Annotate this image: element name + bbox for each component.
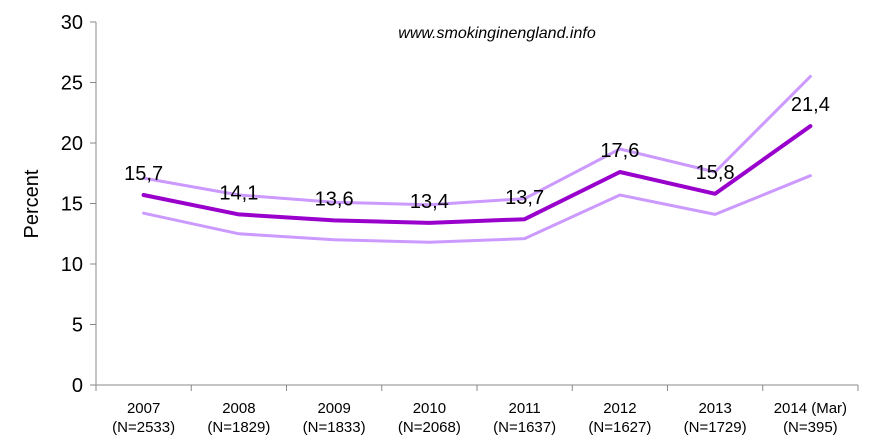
x-tick-label: 2007 xyxy=(127,400,160,417)
x-tick-label: 2011 xyxy=(508,400,540,417)
data-label: 13,4 xyxy=(410,191,449,213)
data-label: 17,6 xyxy=(600,140,639,162)
y-tick-label: 30 xyxy=(61,12,83,34)
data-label: 21,4 xyxy=(791,94,830,116)
x-tick-label: 2010 xyxy=(413,400,446,417)
x-tick-label: 2013 xyxy=(698,400,731,417)
y-tick-label: 10 xyxy=(61,254,83,276)
data-label: 14,1 xyxy=(219,182,258,204)
x-tick-label: 2012 xyxy=(603,400,636,417)
y-tick-label: 25 xyxy=(61,73,83,95)
x-tick-sample-size: (N=395) xyxy=(783,419,838,436)
upper-series-line xyxy=(142,74,812,207)
data-label: 15,7 xyxy=(124,163,163,185)
y-tick-label: 5 xyxy=(72,315,83,337)
x-tick-label: 2008 xyxy=(222,400,255,417)
data-label: 13,6 xyxy=(315,188,354,210)
x-tick-sample-size: (N=2068) xyxy=(398,419,461,436)
y-tick-label: 15 xyxy=(61,194,83,216)
lower-series-line xyxy=(142,174,812,244)
data-label: 13,7 xyxy=(505,187,544,209)
data-label: 15,8 xyxy=(696,162,735,184)
x-tick-label: 2009 xyxy=(317,400,350,417)
x-tick-sample-size: (N=1833) xyxy=(303,419,366,436)
x-tick-sample-size: (N=1829) xyxy=(207,419,270,436)
estimate-series-line xyxy=(141,124,813,225)
x-tick-sample-size: (N=2533) xyxy=(112,419,175,436)
y-axis-label: Percent xyxy=(21,169,43,238)
y-tick-label: 20 xyxy=(61,133,83,155)
x-tick-sample-size: (N=1729) xyxy=(684,419,747,436)
x-tick-sample-size: (N=1637) xyxy=(493,419,556,436)
x-tick-label: 2014 (Mar) xyxy=(774,400,847,417)
watermark-text: www.smokinginengland.info xyxy=(398,25,596,42)
x-tick-sample-size: (N=1627) xyxy=(588,419,651,436)
y-tick-label: 0 xyxy=(72,375,83,397)
